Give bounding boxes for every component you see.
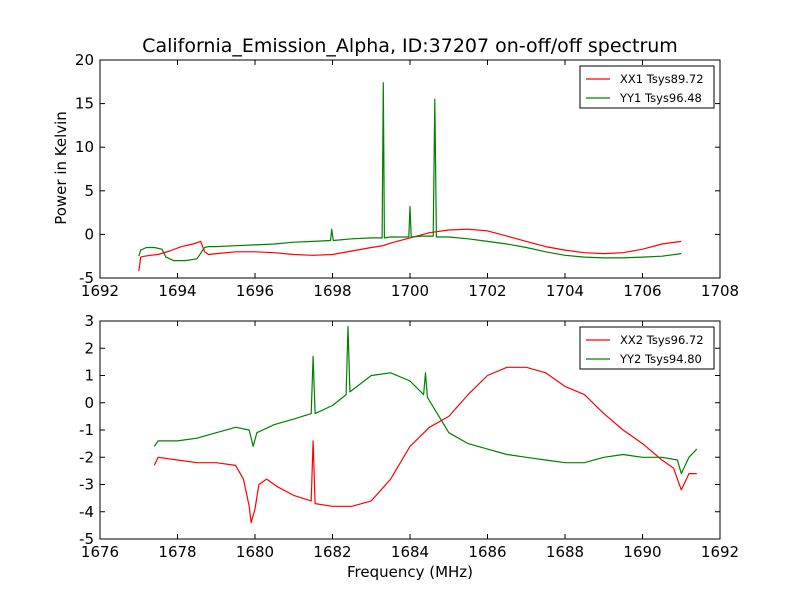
y-tick-label: 15	[75, 95, 94, 113]
x-tick-label: 1678	[158, 543, 196, 561]
y-tick-label: -5	[79, 530, 94, 548]
legend-label-1: XX1 Tsys89.72	[620, 72, 704, 86]
x-tick-label: 1692	[81, 282, 119, 300]
x-tick-label: 1694	[158, 282, 196, 300]
y-tick-label: -3	[79, 476, 94, 494]
legend-box	[579, 326, 715, 370]
legend-label-1: XX2 Tsys96.72	[620, 333, 704, 347]
legend-label-2: YY1 Tsys96.48	[619, 91, 702, 105]
legend-box	[579, 65, 715, 109]
series-group	[153, 325, 698, 524]
y-tick-label: 1	[84, 367, 94, 385]
y-tick-label: 3	[84, 312, 94, 330]
y-tick-label: 5	[84, 182, 94, 200]
x-tick-label: 1696	[236, 282, 274, 300]
y-tick-label: 0	[84, 394, 94, 412]
x-tick-label: 1688	[546, 543, 584, 561]
x-tick-label: 1704	[546, 282, 584, 300]
y-tick-label: 10	[75, 138, 94, 156]
y-axis-label: Power in Kelvin	[52, 111, 70, 225]
series-line-2	[138, 82, 682, 262]
y-tick-label: 20	[75, 51, 94, 69]
panel-2: 1676 1678 1680 1682 1684 1686 1688 1690 1692 -5 -4…	[79, 312, 739, 561]
series-line-1	[138, 228, 682, 272]
x-tick-label: 1680	[236, 543, 274, 561]
y-tick-label: -2	[79, 448, 94, 466]
x-tick-label: 1706	[623, 282, 661, 300]
legend: XX2 Tsys96.72 YY2 Tsys94.80	[579, 326, 715, 370]
x-tick-label: 1686	[468, 543, 506, 561]
y-tick-label: -5	[79, 269, 94, 287]
x-tick-label: 1690	[623, 543, 661, 561]
x-axis-label: Frequency (MHz)	[347, 563, 473, 581]
x-tick-label: 1700	[391, 282, 429, 300]
x-tick-label: 1692	[701, 543, 739, 561]
x-tick-label: 1708	[701, 282, 739, 300]
x-tick-label: 1682	[313, 543, 351, 561]
y-tick-label: 2	[84, 339, 94, 357]
y-tick-label: 0	[84, 225, 94, 243]
y-tick-label: -1	[79, 421, 94, 439]
x-tick-label: 1676	[81, 543, 119, 561]
legend: XX1 Tsys89.72 YY1 Tsys96.48	[579, 65, 715, 109]
legend-label-2: YY2 Tsys94.80	[619, 352, 702, 366]
panel-1: 1692 1694 1696 1698 1700 1702 1704 1706 1708 -5 0 5…	[75, 51, 739, 300]
x-tick-label: 1702	[468, 282, 506, 300]
series-group	[138, 82, 682, 272]
chart-title: California_Emission_Alpha, ID:37207 on-o…	[142, 35, 678, 57]
series-line-1	[153, 366, 697, 524]
series-line-2	[153, 325, 698, 475]
x-tick-label: 1684	[391, 543, 429, 561]
x-tick-label: 1698	[313, 282, 351, 300]
y-tick-label: -4	[79, 503, 94, 521]
